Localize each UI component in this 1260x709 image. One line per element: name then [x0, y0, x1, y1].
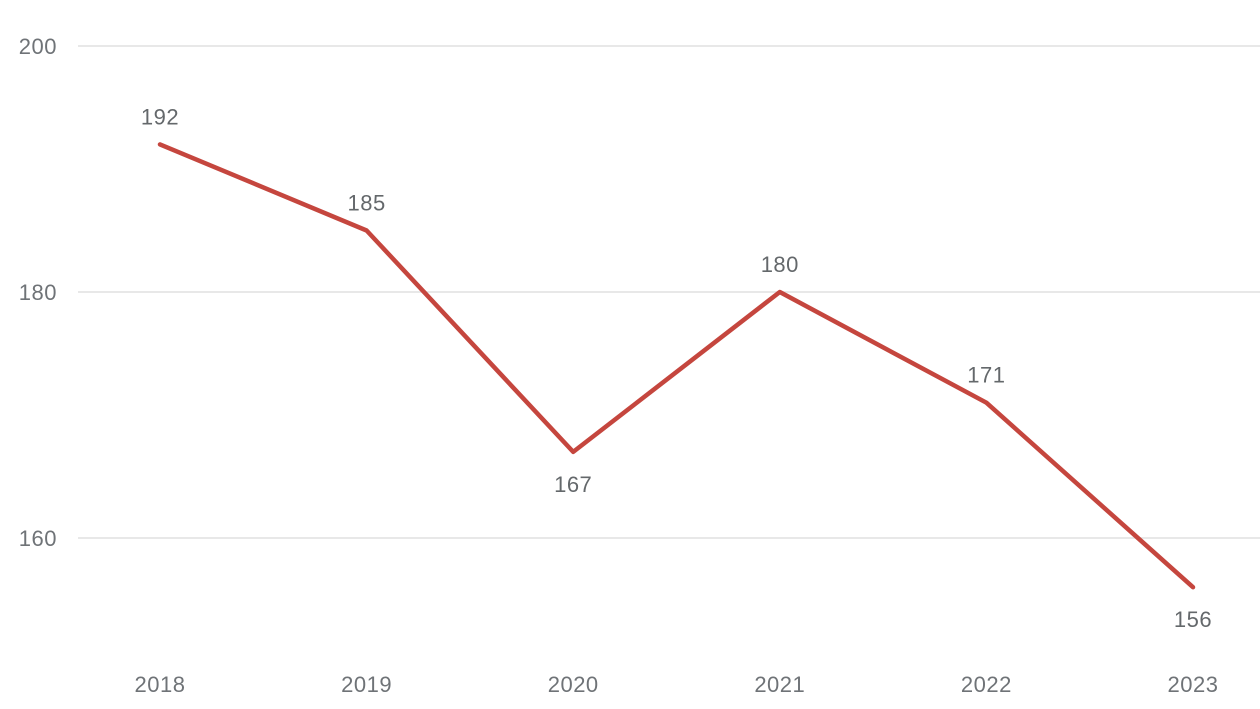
data-label: 167 [554, 472, 592, 497]
x-axis-category-label: 2021 [754, 672, 805, 697]
x-axis-category-label: 2023 [1168, 672, 1219, 697]
series-line [157, 142, 1196, 590]
data-label: 185 [347, 191, 385, 216]
data-label: 171 [967, 363, 1005, 388]
x-axis-category-label: 2020 [548, 672, 599, 697]
x-axis-category-label: 2018 [135, 672, 186, 697]
data-label: 192 [141, 104, 179, 129]
y-axis-tick-label: 180 [19, 280, 57, 305]
y-axis-tick-label: 160 [19, 526, 57, 551]
x-axis-category-label: 2022 [961, 672, 1012, 697]
x-axis-category-label: 2019 [341, 672, 392, 697]
y-axis-tick-label: 200 [19, 34, 57, 59]
data-label: 180 [761, 252, 799, 277]
data-label: 156 [1174, 607, 1212, 632]
